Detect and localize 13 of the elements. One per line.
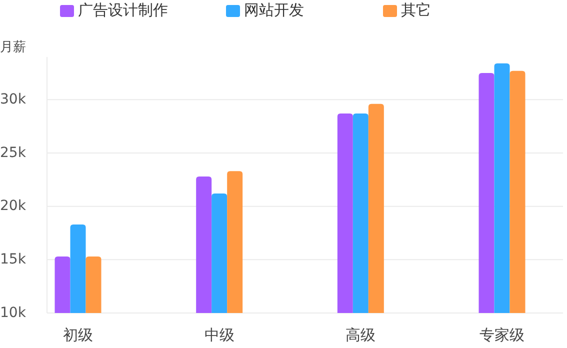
legend-label: 网站开发 (244, 1, 304, 20)
x-tick-label: 初级 (63, 326, 93, 344)
y-tick-label: 10k (0, 304, 27, 321)
y-tick-label: 15k (0, 251, 27, 268)
y-tick-label: 20k (0, 198, 27, 214)
y-tick-label: 30k (0, 91, 27, 108)
legend-label: 广告设计制作 (78, 1, 168, 20)
y-tick-label: 25k (0, 144, 27, 161)
y-axis-title: 月薪 (0, 40, 26, 55)
legend-label: 其它 (401, 1, 431, 20)
x-tick-label: 专家级 (480, 326, 524, 344)
x-tick-label: 中级 (204, 326, 234, 344)
x-tick-label: 高级 (346, 326, 376, 344)
